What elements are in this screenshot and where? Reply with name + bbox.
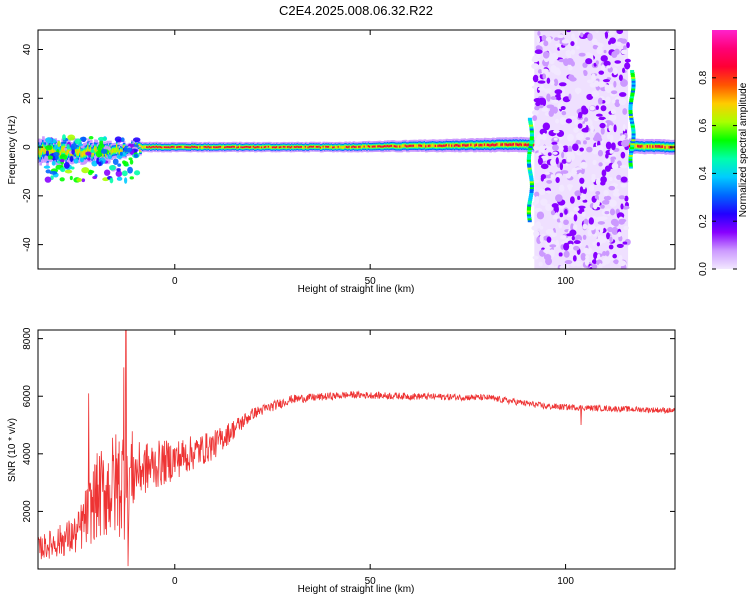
snr-background [38, 330, 675, 569]
y-tick-label: 40 [22, 44, 33, 56]
x-tick-label: 100 [557, 576, 574, 587]
spectrogram-frame [37, 29, 676, 270]
colorbar-label: Normalized spectral amplitude [738, 82, 749, 217]
colorbar: 0.0 0.2 0.4 0.6 0.8 Normalized spectral ampl… [698, 30, 749, 276]
snr-y-label: SNR (10 * v/v) [7, 418, 18, 482]
snr-y-axis: 2000 4000 6000 8000 [22, 327, 675, 523]
snr-x-axis: 0 50 100 [172, 330, 574, 587]
x-tick-label: 0 [172, 576, 178, 587]
y-tick-label: -20 [22, 188, 33, 203]
x-tick-label: 100 [557, 276, 574, 287]
colorbar-tick-label: 0.4 [698, 166, 709, 180]
snr-frame [37, 329, 676, 570]
spectrogram-panel: 0 50 100 -40 -20 0 20 40 Height of straight li… [7, 29, 676, 295]
y-tick-label: 4000 [22, 442, 33, 465]
chart-title: C2E4.2025.008.06.32.R22 [279, 3, 433, 18]
y-tick-label: -40 [22, 237, 33, 252]
colorbar-gradient [712, 30, 737, 269]
snr-panel: 0 50 100 2000 4000 6000 8000 Height of straig… [7, 327, 676, 595]
spectrogram-image [38, 30, 675, 269]
spectrogram-y-label: Frequency (Hz) [7, 116, 18, 185]
snr-x-label: Height of straight line (km) [298, 584, 415, 595]
y-tick-label: 2000 [22, 500, 33, 523]
spectrogram-x-axis: 0 50 100 [172, 30, 574, 287]
y-tick-label: 6000 [22, 385, 33, 408]
y-tick-label: 8000 [22, 327, 33, 350]
x-tick-label: 50 [365, 276, 377, 287]
spectrogram-y-axis: -40 -20 0 20 40 [22, 44, 675, 252]
colorbar-ticks: 0.0 0.2 0.4 0.6 0.8 [698, 70, 737, 276]
y-tick-label: 0 [22, 144, 33, 150]
spectrogram-x-label: Height of straight line (km) [298, 284, 415, 295]
x-tick-label: 0 [172, 276, 178, 287]
x-tick-label: 50 [365, 576, 377, 587]
colorbar-tick-label: 0.2 [698, 214, 709, 228]
colorbar-tick-label: 0.0 [698, 262, 709, 276]
y-tick-label: 20 [22, 92, 33, 104]
colorbar-tick-label: 0.8 [698, 70, 709, 84]
colorbar-tick-label: 0.6 [698, 118, 709, 132]
snr-series-line [38, 330, 675, 567]
